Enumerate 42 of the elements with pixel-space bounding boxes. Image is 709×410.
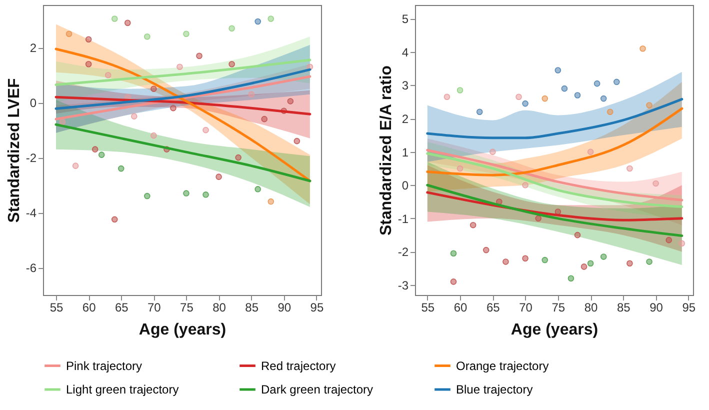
y-tick-label: -1 bbox=[398, 212, 409, 226]
x-tick-label: 90 bbox=[278, 300, 292, 314]
x-tick-label: 80 bbox=[212, 300, 226, 314]
x-tick-label: 60 bbox=[454, 300, 468, 314]
x-tick-label: 70 bbox=[148, 300, 162, 314]
x-tick-label: 85 bbox=[245, 300, 259, 314]
y-axis-title: Standardized E/A ratio bbox=[378, 65, 395, 236]
x-tick-label: 70 bbox=[519, 300, 533, 314]
legend-label: Blue trajectory bbox=[456, 382, 533, 396]
legend-label: Red trajectory bbox=[261, 358, 336, 373]
y-tick-label: 1 bbox=[402, 145, 409, 160]
x-tick-label: 55 bbox=[421, 300, 435, 314]
y-tick-label: 0 bbox=[30, 96, 37, 110]
y-tick-label: -2 bbox=[398, 245, 409, 260]
x-tick-label: 95 bbox=[310, 300, 324, 314]
legend-label: Orange trajectory bbox=[456, 358, 549, 373]
x-tick-label: 65 bbox=[114, 300, 129, 314]
y-tick-label: 0 bbox=[402, 178, 409, 193]
y-tick-label: -6 bbox=[26, 261, 37, 276]
y-tick-label: -3 bbox=[398, 278, 409, 293]
x-tick-label: 90 bbox=[650, 300, 664, 314]
y-tick-label: 2 bbox=[30, 41, 37, 56]
y-tick-label: 3 bbox=[402, 78, 409, 93]
legend-label: Dark green trajectory bbox=[261, 382, 374, 396]
x-tick-label: 60 bbox=[82, 300, 96, 314]
x-tick-label: 75 bbox=[552, 300, 566, 314]
y-tick-label: -4 bbox=[26, 206, 37, 220]
y-tick-label: 5 bbox=[402, 12, 409, 26]
x-axis-title: Age (years) bbox=[510, 322, 598, 338]
y-axis-title: Standardized LVEF bbox=[6, 78, 23, 223]
y-tick-label: -2 bbox=[26, 151, 37, 166]
x-tick-label: 85 bbox=[616, 300, 631, 314]
x-tick-label: 55 bbox=[50, 300, 64, 314]
legend-label: Pink trajectory bbox=[66, 358, 142, 373]
x-tick-label: 80 bbox=[584, 300, 598, 314]
y-tick-label: 4 bbox=[402, 45, 409, 60]
y-tick-label: 2 bbox=[402, 112, 409, 126]
legend-label: Light green trajectory bbox=[66, 382, 179, 396]
x-tick-label: 95 bbox=[682, 300, 696, 314]
x-tick-label: 65 bbox=[486, 300, 500, 314]
x-axis-title: Age (years) bbox=[138, 322, 226, 338]
x-tick-label: 75 bbox=[180, 300, 194, 314]
